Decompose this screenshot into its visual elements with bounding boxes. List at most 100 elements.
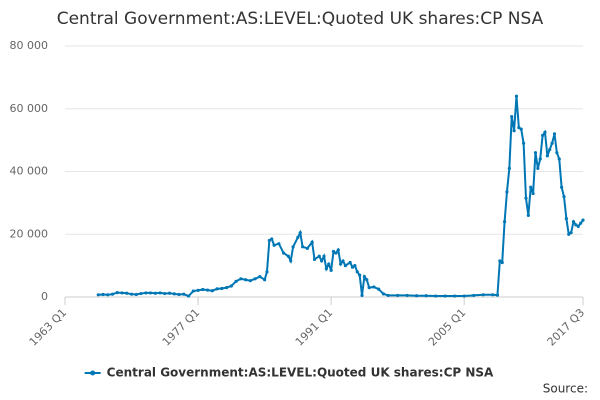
point (365, 278, 369, 282)
point (514, 94, 519, 98)
point (424, 294, 428, 298)
point (229, 284, 233, 288)
point (576, 224, 580, 229)
point (564, 216, 568, 221)
point (134, 292, 138, 297)
point (110, 292, 115, 296)
point (367, 285, 371, 290)
point (538, 157, 542, 161)
point (519, 127, 523, 131)
point (495, 293, 500, 297)
y-tick-label: 80 000 (10, 39, 49, 52)
point (434, 294, 438, 298)
point (210, 289, 214, 293)
x-tick-label: 1977 Q1 (160, 306, 203, 349)
point (569, 231, 573, 235)
point (358, 273, 362, 277)
point (541, 133, 545, 138)
point (243, 278, 248, 282)
point (317, 254, 321, 258)
point (521, 141, 526, 145)
point (312, 257, 317, 261)
point (253, 277, 257, 281)
point (310, 240, 314, 244)
point (350, 265, 355, 269)
point (248, 279, 252, 283)
point (348, 260, 352, 265)
point (115, 291, 119, 295)
point (339, 262, 343, 266)
point (386, 293, 390, 298)
point (517, 125, 521, 130)
point (101, 292, 105, 297)
point (381, 292, 386, 296)
legend-label: Central Government:AS:LEVEL:Quoted UK sh… (107, 366, 494, 380)
point (144, 291, 148, 295)
point (531, 191, 535, 196)
point (343, 264, 347, 268)
point (562, 195, 566, 199)
point (172, 292, 176, 296)
point (548, 147, 552, 152)
point (258, 275, 262, 279)
point (336, 248, 340, 252)
point (505, 190, 509, 194)
point (512, 129, 516, 133)
point (139, 291, 143, 296)
point (224, 285, 229, 290)
x-tick-label: 1991 Q1 (293, 306, 336, 349)
point (220, 286, 224, 291)
point (329, 268, 333, 272)
point (186, 294, 191, 298)
point (502, 220, 507, 224)
point (282, 251, 286, 255)
point (182, 292, 186, 296)
point (177, 292, 181, 297)
point (526, 213, 530, 218)
point (125, 291, 129, 295)
point (405, 293, 409, 298)
point (327, 262, 331, 266)
point (196, 288, 200, 293)
point (524, 196, 528, 200)
point (296, 235, 300, 239)
point (153, 291, 157, 295)
point (360, 293, 364, 298)
point (510, 114, 514, 119)
point (574, 223, 578, 227)
point (491, 293, 495, 297)
point (167, 291, 172, 295)
chart-title: Central Government:AS:LEVEL:Quoted UK sh… (57, 9, 544, 29)
point (555, 151, 559, 155)
point (567, 232, 571, 236)
point (291, 245, 295, 249)
point (415, 294, 419, 298)
point (129, 292, 134, 296)
point (324, 267, 328, 271)
point (298, 231, 302, 235)
point (377, 287, 381, 291)
x-tick-label: 1963 Q1 (27, 306, 70, 349)
point (481, 293, 485, 297)
point (277, 242, 281, 246)
point (96, 293, 100, 297)
point (205, 288, 210, 292)
point (120, 291, 124, 295)
y-tick-label: 40 000 (10, 165, 49, 178)
point (362, 275, 366, 279)
source: Source: (543, 382, 588, 396)
point (270, 237, 274, 241)
point (560, 185, 564, 189)
point (507, 166, 511, 170)
point (158, 291, 162, 295)
point (443, 294, 447, 298)
point (498, 259, 502, 263)
line (98, 96, 584, 298)
point (163, 291, 167, 296)
point (234, 279, 238, 283)
point (453, 294, 457, 298)
point (215, 287, 219, 291)
point (529, 185, 533, 189)
y-tick-label: 60 000 (10, 102, 49, 115)
